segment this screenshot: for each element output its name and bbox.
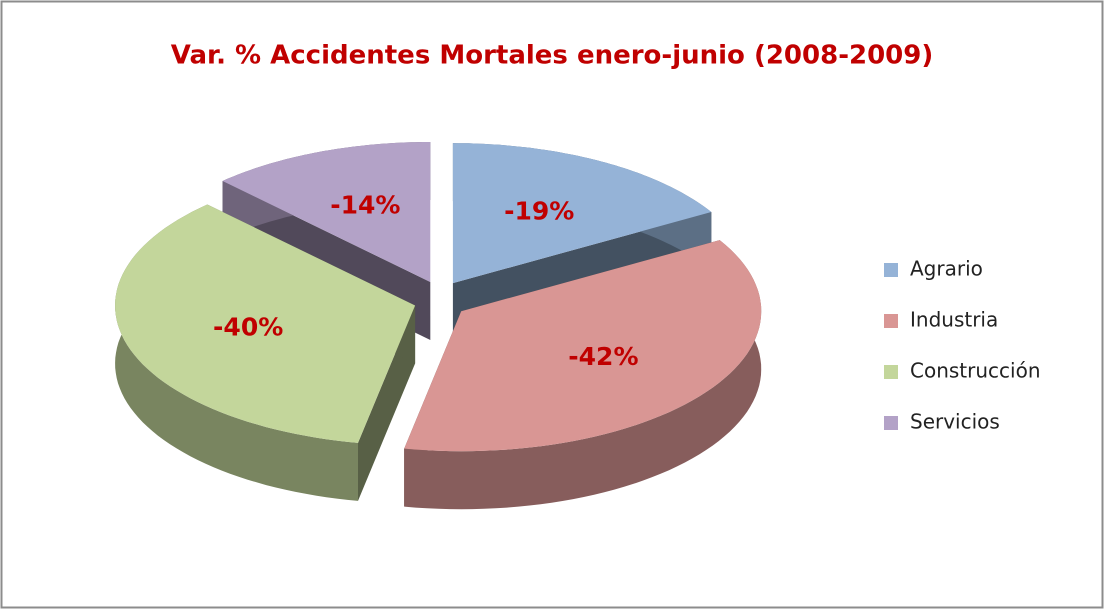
legend-swatch <box>884 365 898 379</box>
data-label: -42% <box>568 342 638 371</box>
slice-top <box>115 204 416 443</box>
slice-top <box>452 143 712 284</box>
legend-label: Industria <box>910 308 998 332</box>
legend-swatch <box>884 263 898 277</box>
legend-label: Construcción <box>910 359 1041 383</box>
slice-wall <box>404 240 762 510</box>
slice-top <box>222 142 431 282</box>
data-label: -14% <box>330 191 400 220</box>
slice <box>115 204 416 501</box>
legend-label: Agrario <box>910 257 983 281</box>
legend-swatch <box>884 416 898 430</box>
slice <box>404 240 762 510</box>
slice-top <box>404 240 762 452</box>
data-label: -40% <box>213 312 283 341</box>
data-label: -19% <box>504 197 574 226</box>
chart-title: Var. % Accidentes Mortales enero-junio (… <box>171 41 934 71</box>
legend-label: Servicios <box>910 410 1000 434</box>
legend-swatch <box>884 314 898 328</box>
